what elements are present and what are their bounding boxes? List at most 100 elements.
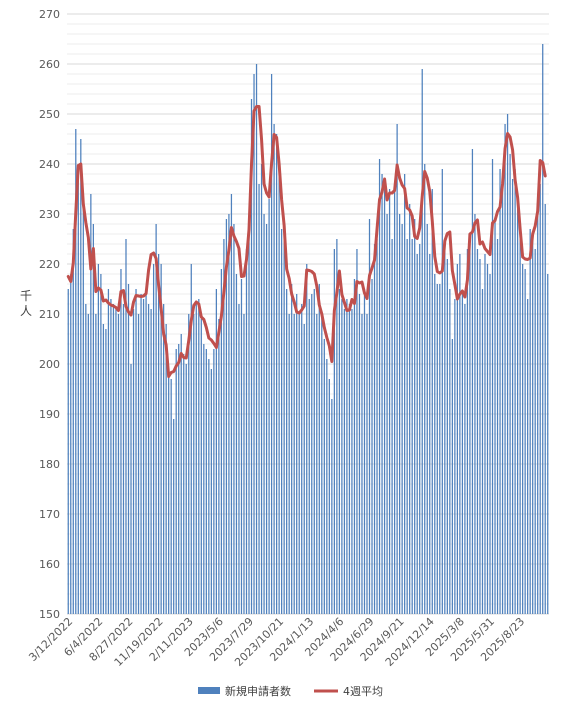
bar (378, 159, 381, 614)
bar (200, 319, 202, 614)
bar (524, 269, 526, 614)
y-tick-label: 270 (39, 8, 60, 21)
bar (456, 264, 458, 614)
bar (544, 204, 546, 614)
bar (419, 244, 421, 614)
bar (185, 364, 187, 614)
line-series-path (66, 105, 547, 378)
bar (404, 174, 406, 614)
bar (439, 284, 441, 614)
bar (461, 294, 464, 614)
bar (95, 314, 97, 614)
bar (519, 229, 521, 614)
bar (178, 344, 180, 614)
bar (496, 239, 499, 614)
y-tick-label: 210 (39, 308, 60, 321)
bar (479, 259, 481, 614)
bar (542, 44, 544, 614)
bar (296, 294, 298, 614)
bar (471, 149, 474, 614)
bar (484, 254, 486, 614)
bar (275, 134, 278, 614)
bar (411, 239, 413, 614)
bar (331, 399, 333, 614)
bar (351, 309, 353, 614)
bar (383, 189, 386, 614)
bar (486, 264, 489, 614)
bar (145, 289, 147, 614)
bar (225, 219, 228, 614)
y-axis-tick-labels: 150 160 170 180 190 200 210 220 230 240 250 260 270 (39, 8, 60, 621)
bar (135, 289, 137, 614)
bar (253, 74, 255, 614)
bar (464, 304, 466, 614)
bar (125, 239, 127, 614)
bar (158, 254, 160, 614)
bar (155, 224, 157, 614)
bar (130, 364, 132, 614)
bar (110, 299, 112, 614)
bar (203, 344, 205, 614)
bar (409, 204, 411, 614)
bar (514, 169, 516, 614)
bar (208, 359, 210, 614)
bar (303, 324, 305, 614)
bar (323, 339, 325, 614)
bar (414, 219, 416, 614)
y-tick-label: 190 (39, 408, 60, 421)
bar (376, 239, 378, 614)
bar (258, 184, 260, 614)
bar (67, 289, 69, 614)
line-series (66, 105, 547, 378)
bar (87, 314, 89, 614)
bar (100, 274, 102, 614)
bar (82, 204, 84, 614)
bar (193, 314, 195, 614)
bar (218, 319, 220, 614)
bar (215, 289, 217, 614)
bar (328, 379, 330, 614)
bar (396, 124, 398, 614)
bar (165, 324, 167, 614)
bar (107, 289, 110, 614)
bar (336, 239, 338, 614)
bar (431, 189, 433, 614)
bar (434, 274, 436, 614)
bar (220, 269, 223, 614)
bar (489, 274, 491, 614)
bar (188, 314, 190, 614)
bar (459, 254, 461, 614)
bar (117, 314, 120, 614)
bar (436, 284, 438, 614)
bar (373, 244, 376, 614)
bar (333, 249, 335, 614)
bar (321, 314, 323, 614)
y-tick-label: 170 (39, 508, 60, 521)
y-tick-label: 150 (39, 608, 60, 621)
bar (233, 224, 235, 614)
bar (338, 289, 341, 614)
bar (255, 64, 258, 614)
bar (72, 229, 74, 614)
bar (112, 304, 115, 614)
bar (451, 339, 453, 614)
bar (150, 309, 152, 614)
y-axis-label-char: 人 (20, 304, 32, 318)
bar (175, 349, 177, 614)
bar (147, 304, 150, 614)
bar (476, 249, 479, 614)
y-tick-label: 180 (39, 458, 60, 471)
bar (163, 304, 165, 614)
bar (278, 164, 280, 614)
y-axis-label: 千人 (20, 289, 32, 318)
bar (358, 294, 361, 614)
y-tick-label: 250 (39, 108, 60, 121)
bar (388, 189, 391, 614)
bar (301, 304, 303, 614)
bar (228, 214, 230, 614)
bar (288, 314, 290, 614)
y-tick-label: 230 (39, 208, 60, 221)
bar (75, 129, 77, 614)
y-tick-label: 200 (39, 358, 60, 371)
